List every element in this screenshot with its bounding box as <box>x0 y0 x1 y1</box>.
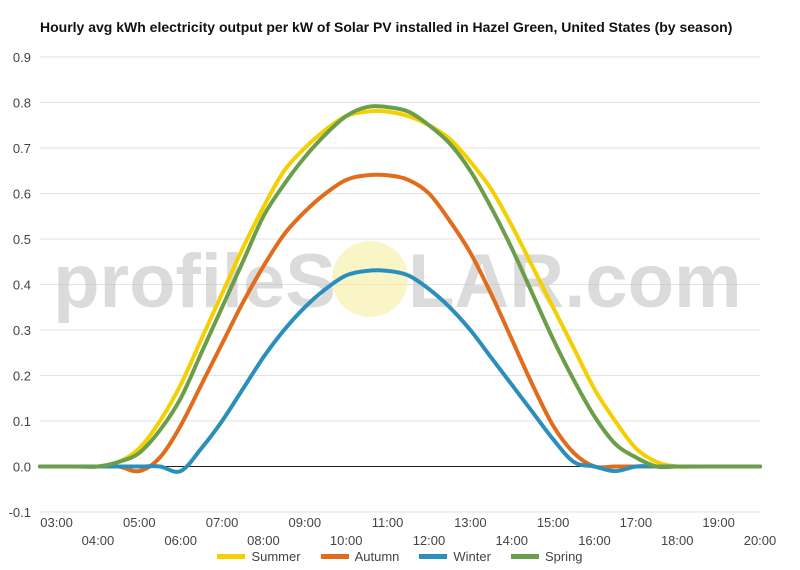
legend-swatch <box>419 554 448 559</box>
legend-label: Summer <box>251 549 301 564</box>
x-tick-label: 08:00 <box>247 533 280 548</box>
legend-label: Spring <box>544 549 583 564</box>
x-tick-label: 17:00 <box>620 515 653 530</box>
y-tick-label: 0.1 <box>13 414 31 429</box>
y-tick-label: 0.0 <box>13 460 31 475</box>
series-line-summer <box>38 109 762 469</box>
x-tick-label: 10:00 <box>330 533 363 548</box>
x-tick-label: 03:00 <box>40 515 73 530</box>
watermark-text-right: LAR.com <box>408 239 742 324</box>
legend-swatch <box>217 554 246 559</box>
legend-item-spring: Spring <box>510 549 583 564</box>
x-tick-label: 14:00 <box>495 533 528 548</box>
x-tick-label: 15:00 <box>537 515 570 530</box>
x-tick-label: 11:00 <box>372 515 404 530</box>
series-line-spring <box>38 104 762 470</box>
x-tick-label: 12:00 <box>413 533 446 548</box>
legend: Summer Autumn Winter Spring <box>0 549 800 564</box>
x-tick-label: 13:00 <box>454 515 487 530</box>
legend-swatch <box>320 554 349 559</box>
x-tick-label: 20:00 <box>744 533 777 548</box>
y-tick-label: 0.5 <box>13 232 31 247</box>
x-tick-label: 04:00 <box>82 533 115 548</box>
y-tick-label: 0.2 <box>13 369 31 384</box>
legend-item-winter: Winter <box>419 549 491 564</box>
y-axis: -0.1 0.0 0.1 0.2 0.3 0.4 0.5 0.6 0.7 0.8 0.9 <box>9 50 31 520</box>
legend-item-autumn: Autumn <box>320 549 400 564</box>
chart-title: Hourly avg kWh electricity output per kW… <box>40 19 733 35</box>
x-tick-label: 05:00 <box>123 515 156 530</box>
x-tick-label: 18:00 <box>661 533 694 548</box>
legend-label: Winter <box>453 549 491 564</box>
legend-label: Autumn <box>354 549 400 564</box>
x-tick-label: 06:00 <box>164 533 197 548</box>
watermark: profileS LAR.com <box>53 239 742 324</box>
gridlines <box>40 56 760 513</box>
y-tick-label: -0.1 <box>9 505 31 520</box>
y-tick-label: 0.4 <box>13 278 31 293</box>
watermark-sun <box>332 241 408 317</box>
x-axis: 03:00 04:00 05:00 06:00 07:00 08:00 09:00 10:00… <box>40 515 776 548</box>
series-line-winter <box>38 268 762 474</box>
legend-swatch <box>510 554 539 559</box>
y-tick-label: 0.9 <box>13 50 31 65</box>
x-tick-label: 09:00 <box>289 515 322 530</box>
y-tick-label: 0.6 <box>13 187 31 202</box>
legend-item-summer: Summer <box>217 549 301 564</box>
x-tick-label: 16:00 <box>578 533 611 548</box>
x-tick-label: 07:00 <box>206 515 239 530</box>
y-tick-label: 0.8 <box>13 96 31 111</box>
watermark-text-left: profileS <box>53 239 336 324</box>
x-tick-label: 19:00 <box>702 515 735 530</box>
y-tick-label: 0.7 <box>13 141 31 156</box>
y-tick-label: 0.3 <box>13 323 31 338</box>
series-lines <box>38 104 762 474</box>
